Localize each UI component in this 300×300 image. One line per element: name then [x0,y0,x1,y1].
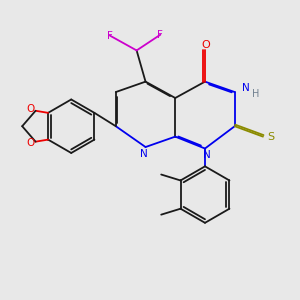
Text: F: F [158,30,163,40]
Text: N: N [242,83,250,94]
Text: N: N [140,148,148,159]
Text: H: H [252,88,260,98]
Text: S: S [268,132,275,142]
Text: O: O [26,104,34,114]
Text: O: O [201,40,210,50]
Text: O: O [26,138,34,148]
Text: N: N [203,150,211,160]
Text: F: F [107,31,113,40]
